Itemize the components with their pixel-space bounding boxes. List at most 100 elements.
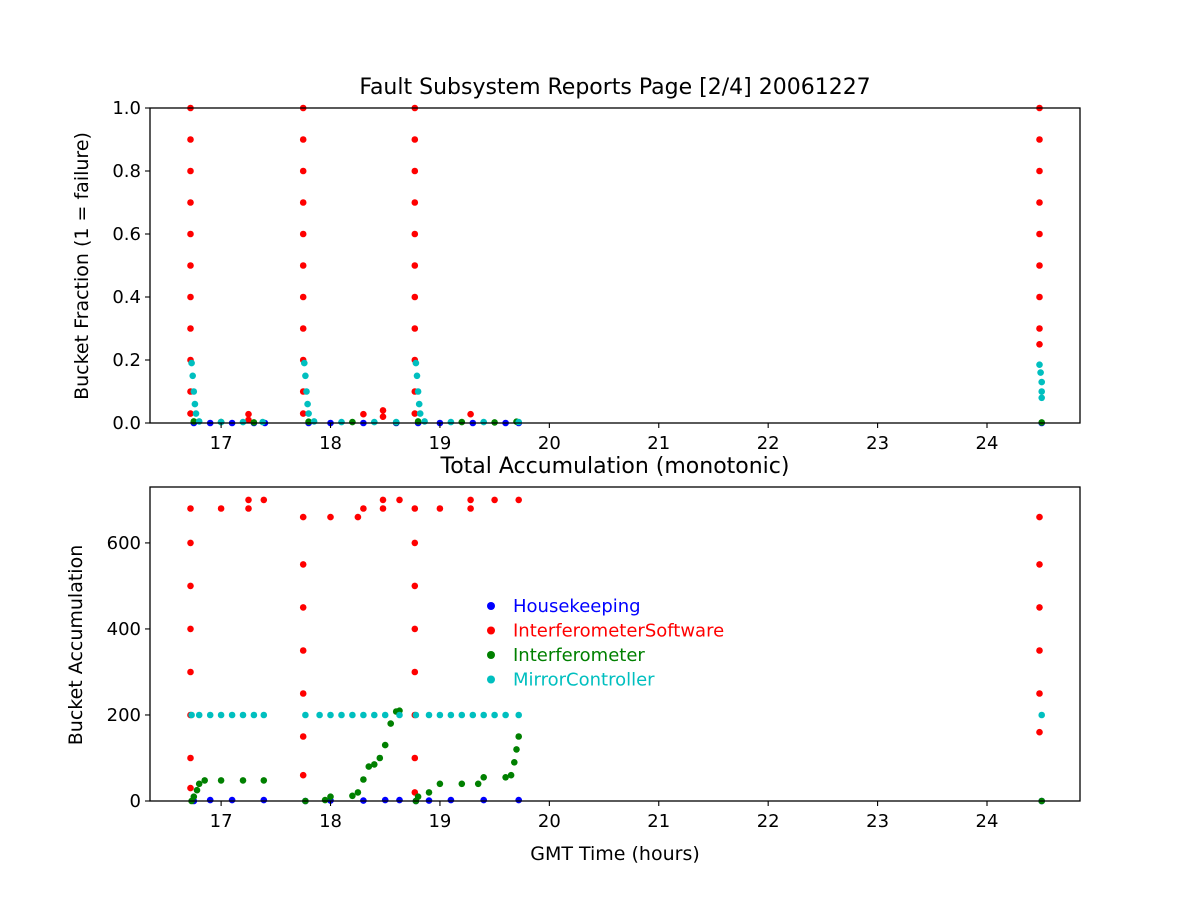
bottom-point-interferometer [511, 759, 518, 766]
bottom-point-mirrorcontroller [381, 711, 389, 719]
bottom-point-interferometer [321, 796, 329, 804]
bottom-series-interferometersoftware [187, 496, 1043, 796]
bottom-point-housekeeping [228, 796, 236, 804]
fault-fraction-chart: Fault Subsystem Reports Page [2/4] 20061… [71, 75, 1081, 454]
top-point-interferometersoftware [187, 136, 194, 143]
bottom-point-interferometer [474, 780, 482, 788]
bottom-point-interferometersoftware [187, 668, 194, 676]
bottom-point-interferometersoftware [217, 505, 225, 512]
legend-label-housekeeping: Housekeeping [513, 596, 641, 617]
bottom-point-interferometersoftware [187, 784, 194, 792]
top-point-interferometersoftware [299, 410, 307, 417]
bottom-point-mirrorcontroller [327, 711, 334, 719]
bottom-ytick-label: 600 [107, 533, 141, 554]
top-point-interferometersoftware [245, 410, 252, 418]
bottom-point-interferometer [480, 774, 488, 781]
bottom-point-housekeeping [396, 796, 403, 804]
total-accumulation-chart: Total Accumulation (monotonic) Bucket Ac… [65, 454, 1081, 865]
bottom-point-interferometer [425, 789, 433, 796]
bottom-point-mirrorcontroller [188, 711, 195, 719]
top-point-interferometersoftware [299, 230, 307, 238]
bottom-point-interferometer [327, 793, 334, 800]
bottom-xtick-label: 19 [428, 811, 451, 832]
top-point-mirrorcontroller [515, 418, 522, 426]
top-point-interferometersoftware [1036, 262, 1043, 269]
bottom-point-interferometersoftware [299, 561, 307, 568]
legend-label-interferometer: Interferometer [513, 645, 645, 666]
bottom-point-mirrorcontroller [515, 711, 522, 719]
bottom-ytick-label: 200 [107, 705, 141, 726]
bottom-point-mirrorcontroller [425, 711, 433, 719]
bottom-point-housekeeping [480, 796, 488, 804]
top-ytick-label: 0.8 [112, 161, 141, 182]
bottom-point-interferometersoftware [396, 496, 403, 504]
bottom-point-interferometer [381, 741, 389, 749]
bottom-point-interferometersoftware [299, 733, 307, 740]
top-point-mirrorcontroller [447, 418, 455, 426]
top-ytick-label: 1.0 [112, 98, 141, 119]
top-xtick-label: 17 [210, 433, 233, 454]
top-point-mirrorcontroller [416, 410, 424, 417]
bottom-point-mirrorcontroller [349, 711, 356, 719]
top-point-interferometer [414, 418, 422, 425]
bottom-xtick-label: 23 [866, 811, 889, 832]
bottom-point-mirrorcontroller [316, 711, 323, 719]
bottom-point-mirrorcontroller [217, 711, 225, 719]
bottom-xtick-label: 22 [757, 811, 780, 832]
bottom-point-mirrorcontroller [360, 711, 367, 719]
bottom-point-interferometersoftware [187, 625, 194, 633]
bottom-point-interferometersoftware [245, 496, 252, 504]
bottom-point-mirrorcontroller [502, 711, 509, 719]
top-point-interferometersoftware [187, 230, 194, 238]
bottom-point-interferometersoftware [379, 505, 387, 512]
bottom-point-interferometersoftware [299, 690, 307, 697]
bottom-ytick-label: 400 [107, 619, 141, 640]
top-point-interferometersoftware [379, 407, 387, 414]
bottom-point-interferometer [195, 780, 203, 788]
bottom-point-interferometer [515, 733, 522, 740]
top-point-interferometersoftware [299, 199, 307, 206]
top-point-interferometersoftware [1036, 341, 1043, 348]
top-point-mirrorcontroller [413, 372, 421, 380]
top-point-interferometersoftware [411, 199, 419, 206]
bottom-point-interferometersoftware [491, 496, 498, 504]
bottom-ytick-label: 0 [130, 791, 141, 812]
bottom-point-interferometer [513, 746, 520, 753]
bottom-point-interferometersoftware [467, 505, 474, 512]
bottom-point-mirrorcontroller [491, 711, 498, 719]
legend-label-mirrorcontroller: MirrorController [513, 670, 655, 691]
top-point-interferometersoftware [1036, 293, 1043, 301]
bottom-point-housekeeping [515, 796, 522, 804]
top-point-interferometer [458, 418, 466, 426]
top-point-mirrorcontroller [1038, 378, 1045, 386]
top-point-interferometersoftware [299, 293, 307, 301]
bottom-point-interferometersoftware [411, 625, 419, 633]
bottom-point-housekeeping [447, 796, 455, 804]
bottom-xtick-label: 21 [647, 811, 670, 832]
top-chart-ylabel: Bucket Fraction (1 = failure) [71, 132, 93, 400]
bottom-point-interferometersoftware [187, 754, 194, 762]
top-point-interferometersoftware [411, 136, 419, 143]
bottom-point-interferometer [201, 777, 208, 784]
bottom-point-interferometer [190, 793, 198, 800]
bottom-xtick-label: 20 [538, 811, 561, 832]
bottom-point-housekeeping [206, 796, 214, 804]
bottom-point-interferometersoftware [187, 539, 194, 547]
top-point-interferometersoftware [299, 325, 307, 332]
bottom-point-mirrorcontroller [447, 711, 455, 719]
top-point-interferometersoftware [299, 167, 307, 175]
bottom-chart-ylabel: Bucket Accumulation [65, 545, 87, 746]
top-point-interferometersoftware [187, 325, 194, 332]
top-point-mirrorcontroller [192, 410, 200, 417]
bottom-point-interferometersoftware [411, 754, 419, 762]
bottom-point-interferometersoftware [187, 582, 194, 590]
legend-marker-housekeeping [487, 602, 495, 610]
top-point-mirrorcontroller [301, 359, 308, 367]
bottom-point-interferometersoftware [299, 647, 307, 654]
top-point-interferometersoftware [1036, 167, 1043, 175]
top-point-interferometersoftware [187, 262, 194, 269]
bottom-point-mirrorcontroller [195, 711, 203, 719]
top-xtick-label: 24 [976, 433, 999, 454]
bottom-point-mirrorcontroller [206, 711, 214, 719]
